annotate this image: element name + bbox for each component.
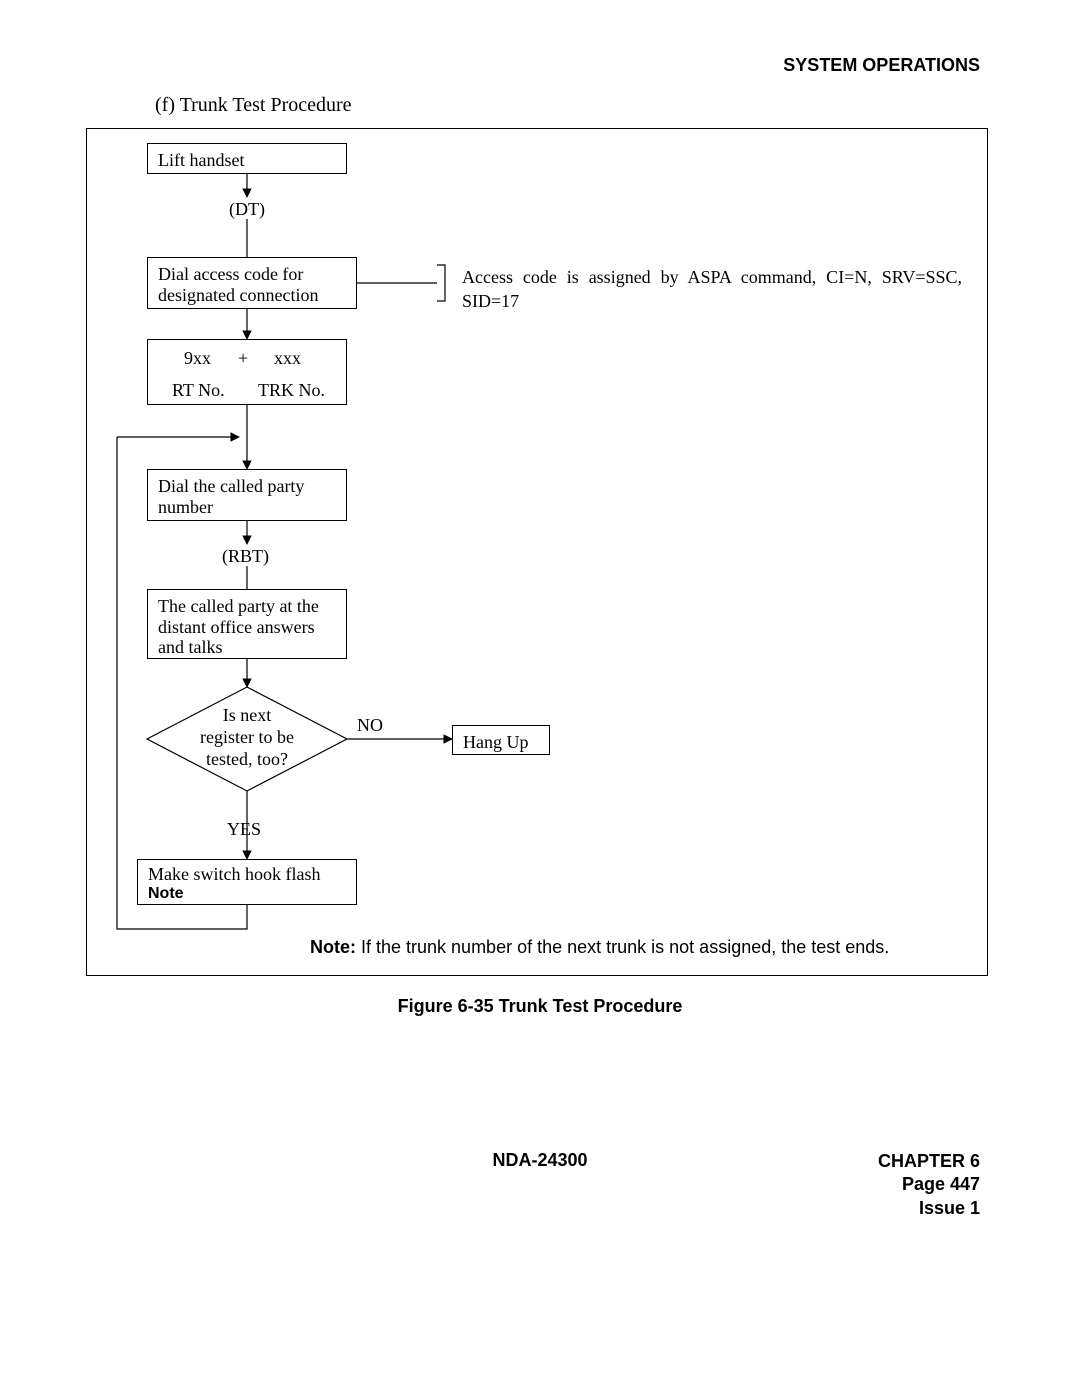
flow-node-called-party-answers: The called party at the distant office a… xyxy=(147,589,347,659)
code-xxx: xxx xyxy=(274,348,301,369)
footer-issue: Issue 1 xyxy=(878,1197,980,1220)
flow-label-rbt: (RBT) xyxy=(222,546,269,567)
note-text: If the trunk number of the next trunk is… xyxy=(356,937,889,957)
figure-frame: Lift handset (DT) Dial access code for d… xyxy=(86,128,988,976)
page: SYSTEM OPERATIONS (f) Trunk Test Procedu… xyxy=(0,0,1080,1397)
flow-node-dial-called-party: Dial the called party number xyxy=(147,469,347,521)
flow-decision-line1: Is next xyxy=(187,705,307,726)
flow-node-switch-hook-flash: Make switch hook flash Note xyxy=(137,859,357,905)
footer-page: Page 447 xyxy=(878,1173,980,1196)
code-9xx: 9xx xyxy=(184,348,211,369)
n6-text: Make switch hook flash xyxy=(148,864,346,885)
footer-right: CHAPTER 6 Page 447 Issue 1 xyxy=(878,1150,980,1220)
label-trkno: TRK No. xyxy=(258,380,325,401)
flow-label-yes: YES xyxy=(227,819,261,840)
footer-chapter: CHAPTER 6 xyxy=(878,1150,980,1173)
flow-note: Note: If the trunk number of the next tr… xyxy=(310,937,982,958)
section-title: (f) Trunk Test Procedure xyxy=(155,94,352,117)
flow-label-no: NO xyxy=(357,715,383,736)
flow-label-dt: (DT) xyxy=(229,199,265,220)
header-system-operations: SYSTEM OPERATIONS xyxy=(783,55,980,76)
flow-decision-line2: register to be xyxy=(187,727,307,748)
note-prefix: Note: xyxy=(310,937,356,957)
flow-node-dial-code: 9xx + xxx RT No. TRK No. xyxy=(147,339,347,405)
flow-decision-line3: tested, too? xyxy=(187,749,307,770)
flow-annotation-access-code: Access code is assigned by ASPA command,… xyxy=(462,265,962,314)
flow-node-lift-handset: Lift handset xyxy=(147,143,347,174)
flow-node-hang-up: Hang Up xyxy=(452,725,550,755)
n6-note-label: Note xyxy=(148,885,346,903)
code-plus: + xyxy=(238,348,248,369)
figure-caption: Figure 6-35 Trunk Test Procedure xyxy=(0,996,1080,1017)
flow-node-dial-access-code: Dial access code for designated connecti… xyxy=(147,257,357,309)
label-rtno: RT No. xyxy=(172,380,225,401)
